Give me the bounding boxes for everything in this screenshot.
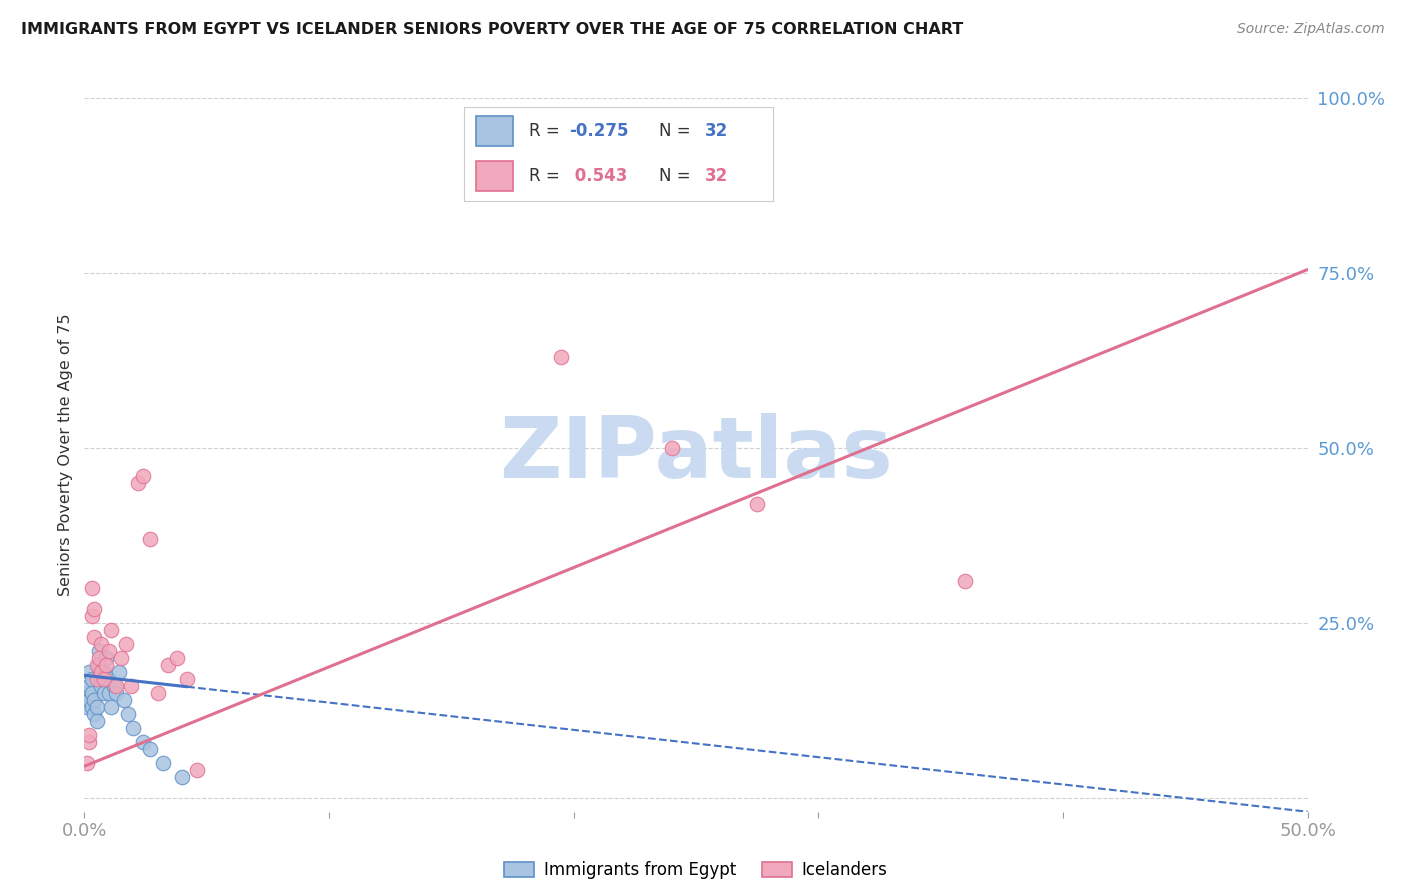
Point [86, 699, 108, 714]
Point [77, 728, 100, 742]
Point [550, 350, 572, 364]
Text: 32: 32 [706, 168, 728, 186]
Point [90, 665, 112, 679]
Point [90, 672, 112, 686]
Point [93, 672, 115, 686]
Point [76, 686, 98, 700]
Point [166, 650, 188, 665]
Point [80, 608, 103, 623]
Point [97, 672, 120, 686]
Point [96, 650, 118, 665]
Point [156, 657, 179, 672]
Point [115, 637, 138, 651]
Point [103, 679, 125, 693]
Point [105, 686, 128, 700]
Point [83, 693, 105, 707]
Point [96, 657, 118, 672]
Text: R =: R = [529, 168, 565, 186]
Point [80, 699, 103, 714]
Point [80, 581, 103, 595]
Point [112, 693, 135, 707]
Text: 32: 32 [706, 122, 728, 140]
Point [97, 686, 120, 700]
Y-axis label: Seniors Poverty Over the Age of 75: Seniors Poverty Over the Age of 75 [58, 314, 73, 596]
Point [747, 497, 769, 511]
Text: Source: ZipAtlas.com: Source: ZipAtlas.com [1237, 22, 1385, 37]
Point [186, 763, 208, 777]
Bar [477, 116, 513, 146]
Point [76, 756, 98, 770]
Point [83, 602, 105, 616]
Point [80, 672, 103, 686]
Point [661, 441, 683, 455]
Point [172, 770, 194, 784]
Point [132, 469, 155, 483]
Text: R =: R = [529, 122, 565, 140]
Point [953, 574, 976, 588]
Text: N =: N = [659, 168, 696, 186]
Point [122, 721, 145, 735]
Point [77, 665, 100, 679]
Point [117, 706, 139, 721]
Bar [477, 161, 513, 191]
Point [132, 735, 155, 749]
Point [127, 475, 149, 490]
Text: ZIPatlas: ZIPatlas [499, 413, 893, 497]
Point [83, 630, 105, 644]
Legend: Immigrants from Egypt, Icelanders: Immigrants from Egypt, Icelanders [498, 855, 894, 886]
Point [86, 672, 108, 686]
Point [76, 699, 98, 714]
Text: -0.275: -0.275 [569, 122, 628, 140]
Point [176, 672, 198, 686]
Point [77, 679, 100, 693]
Text: 0.543: 0.543 [569, 168, 627, 186]
Point [93, 686, 115, 700]
Point [107, 665, 129, 679]
Point [110, 650, 132, 665]
Point [100, 699, 122, 714]
Text: IMMIGRANTS FROM EGYPT VS ICELANDER SENIORS POVERTY OVER THE AGE OF 75 CORRELATIO: IMMIGRANTS FROM EGYPT VS ICELANDER SENIO… [21, 22, 963, 37]
Point [86, 714, 108, 728]
Point [83, 706, 105, 721]
Point [77, 735, 100, 749]
Point [139, 532, 162, 546]
Point [90, 637, 112, 651]
Point [93, 665, 115, 679]
Point [87, 650, 110, 665]
Point [105, 679, 128, 693]
Text: N =: N = [659, 122, 696, 140]
Point [139, 741, 162, 756]
Point [80, 686, 103, 700]
Point [100, 623, 122, 637]
Point [97, 644, 120, 658]
Point [152, 756, 174, 770]
Point [146, 686, 169, 700]
Point [87, 644, 110, 658]
Point [120, 679, 142, 693]
Point [86, 657, 108, 672]
Point [90, 679, 112, 693]
Point [87, 657, 110, 672]
Point [77, 693, 100, 707]
